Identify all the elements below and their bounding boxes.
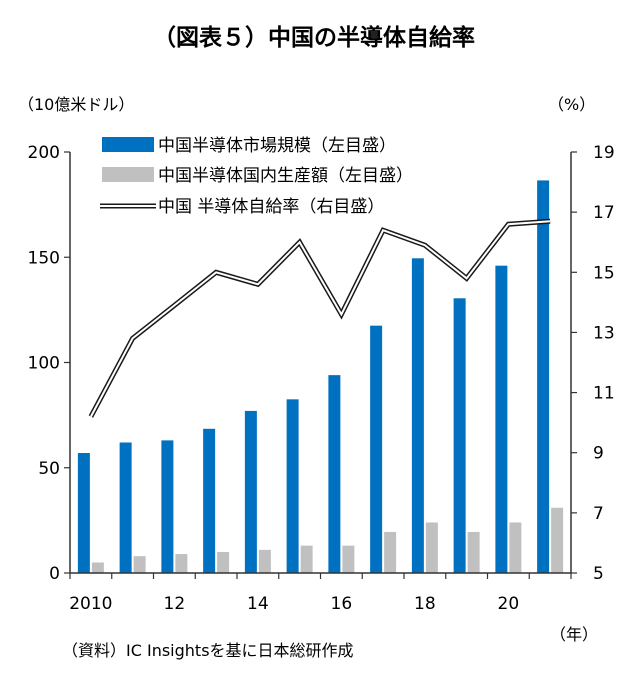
- market-bar-2015: [286, 399, 299, 573]
- legend: 中国半導体市場規模（左目盛） 中国半導体国内生産額（左目盛） 中国 半導体自給率…: [100, 136, 413, 217]
- x-tick-label-2016: 16: [331, 594, 353, 614]
- self-sufficiency-line-outline: [88, 218, 551, 418]
- left-axis-unit: （10億米ドル）: [18, 95, 134, 114]
- x-tick-label-2018: 18: [414, 594, 436, 614]
- production-bar-2014: [258, 549, 271, 573]
- left-tick-label-50: 50: [38, 459, 60, 479]
- right-tick-label-15: 15: [593, 263, 615, 283]
- market-bar-2020: [495, 265, 508, 573]
- axes: [64, 151, 577, 579]
- left-tick-label-0: 0: [49, 564, 60, 584]
- production-bar-2013: [217, 551, 230, 573]
- tick-labels: 0 50 100 150 200 5 7 9 11 13 15 17 19 2010 12 14 16 18 20: [28, 143, 615, 614]
- legend-swatch-market: [102, 137, 154, 152]
- right-tick-label-13: 13: [593, 323, 615, 343]
- x-tick-label-2010: 2010: [69, 594, 112, 614]
- production-bar-2017: [384, 531, 397, 573]
- legend-label-market: 中国半導体市場規模（左目盛）: [158, 136, 396, 156]
- self-sufficiency-line-fill: [90, 220, 551, 418]
- production-bar-2016: [342, 545, 355, 573]
- self-sufficiency-line-group: [88, 218, 551, 418]
- market-bar-2012: [161, 440, 174, 573]
- market-bar-2010: [77, 453, 90, 573]
- right-tick-label-7: 7: [593, 504, 604, 524]
- chart-title: （図表５）中国の半導体自給率: [153, 24, 475, 51]
- right-tick-label-9: 9: [593, 444, 604, 464]
- legend-label-ratio: 中国 半導体自給率（右目盛）: [158, 197, 384, 217]
- market-bar-2018: [411, 258, 424, 573]
- market-bar-2021: [537, 180, 550, 574]
- x-tick-label-2012: 12: [164, 594, 186, 614]
- production-bar-2020: [509, 522, 522, 573]
- market-size-bars: [77, 180, 550, 574]
- plot-area: 0 50 100 150 200 5 7 9 11 13 15 17 19 2010 12 14 16 18 20: [28, 143, 615, 614]
- x-axis-unit: （年）: [550, 625, 598, 644]
- x-tick-label-2014: 14: [247, 594, 269, 614]
- right-tick-label-11: 11: [593, 384, 615, 404]
- production-bar-2015: [300, 545, 313, 573]
- market-bar-2014: [244, 410, 257, 573]
- right-axis-unit: （%）: [548, 95, 595, 114]
- domestic-production-bars: [91, 507, 564, 573]
- source-note: （資料）IC Insightsを基に日本総研作成: [62, 641, 354, 660]
- production-bar-2021: [551, 507, 564, 573]
- left-tick-label-100: 100: [28, 354, 60, 374]
- production-bar-2010: [91, 562, 104, 573]
- legend-swatch-production: [102, 167, 154, 182]
- market-bar-2017: [370, 325, 383, 573]
- x-tick-label-2020: 20: [498, 594, 520, 614]
- production-bar-2019: [467, 531, 480, 573]
- left-tick-label-150: 150: [28, 248, 60, 268]
- market-bar-2013: [203, 428, 216, 573]
- market-bar-2011: [119, 442, 132, 573]
- right-tick-label-17: 17: [593, 203, 615, 223]
- left-tick-label-200: 200: [28, 143, 60, 163]
- right-tick-label-19: 19: [593, 143, 615, 163]
- market-bar-2019: [453, 298, 466, 573]
- market-bar-2016: [328, 375, 341, 573]
- legend-label-production: 中国半導体国内生産額（左目盛）: [158, 166, 413, 186]
- production-bar-2012: [175, 554, 188, 573]
- right-tick-label-5: 5: [593, 564, 604, 584]
- production-bar-2011: [133, 556, 146, 573]
- production-bar-2018: [425, 522, 438, 573]
